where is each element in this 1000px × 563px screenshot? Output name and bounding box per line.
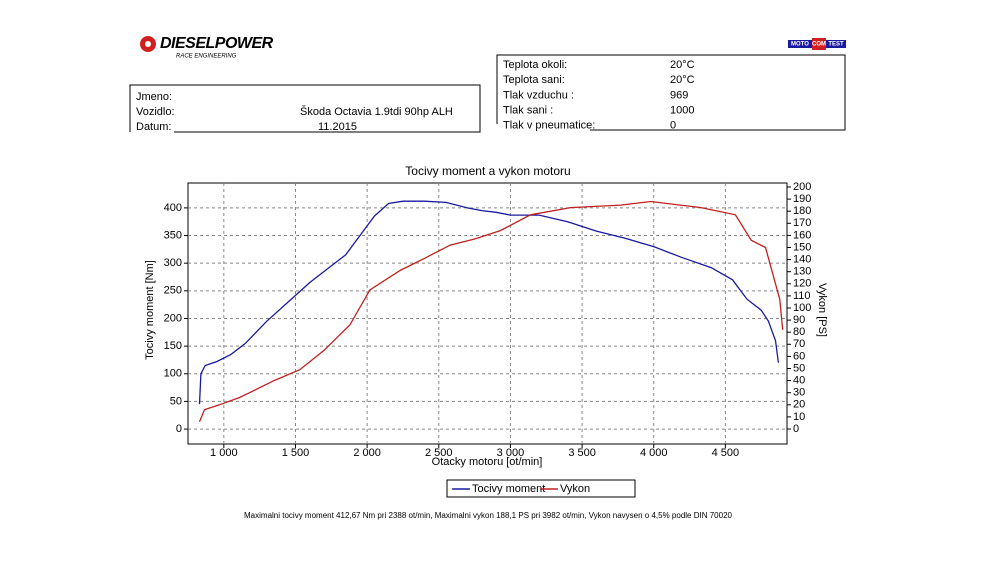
plot-area [187, 182, 788, 445]
y2-tick-label: 150 [793, 241, 811, 253]
field-value: 969 [670, 89, 688, 101]
legend-label: Vykon [560, 483, 590, 495]
y-tick-label: 0 [176, 423, 182, 435]
y2-tick-label: 20 [793, 399, 805, 411]
y-axis-label: Tocivy moment [Nm] [144, 260, 156, 360]
y2-tick-label: 200 [793, 181, 811, 193]
y2-tick-label: 30 [793, 387, 805, 399]
x-axis-label: Otacky motoru [ot/min] [432, 456, 543, 468]
badge-text: COM [812, 42, 826, 48]
badge: MOTO COM TEST [788, 38, 846, 50]
logo-icon-center [145, 41, 151, 47]
field-label: Tlak sani : [503, 105, 553, 117]
badge-part [826, 40, 846, 48]
y2-tick-label: 90 [793, 314, 805, 326]
field-value: 11.2015 [318, 121, 357, 133]
field-label: Teplota sani: [503, 74, 565, 86]
field-label: Tlak vzduchu : [503, 89, 574, 101]
x-tick-label: 1 500 [282, 447, 310, 459]
x-tick-label: 4 500 [712, 447, 740, 459]
y2-tick-label: 60 [793, 350, 805, 362]
y-tick-label: 200 [164, 312, 182, 324]
field-label: Jmeno: [136, 91, 172, 103]
y2-tick-label: 40 [793, 375, 805, 387]
logo-text: DIESELPOWER [160, 35, 274, 52]
y2-tick-label: 50 [793, 362, 805, 374]
y-tick-label: 150 [164, 340, 182, 352]
field-value: 20°C [670, 74, 695, 86]
y2-tick-label: 80 [793, 326, 805, 338]
field-label: Teplota okoli: [503, 59, 567, 71]
y-tick-label: 250 [164, 285, 182, 297]
y2-tick-label: 190 [793, 193, 811, 205]
y2-tick-label: 130 [793, 266, 811, 278]
x-tick-label: 1 000 [210, 447, 238, 459]
legend-label: Tocivy moment [472, 483, 545, 495]
field-label: Vozidlo: [136, 106, 175, 118]
chart-title: Tocivy moment a vykon motoru [405, 164, 570, 178]
conditions-box [496, 54, 846, 131]
field-value: 20°C [670, 59, 695, 71]
series-line [198, 200, 784, 422]
y2-tick-label: 140 [793, 254, 811, 266]
field-value: 1000 [670, 105, 694, 117]
footnote: Maximalni tocivy moment 412,67 Nm pri 23… [244, 511, 732, 520]
x-tick-label: 3 500 [568, 447, 596, 459]
y-tick-label: 350 [164, 229, 182, 241]
y2-tick-label: 110 [793, 290, 811, 302]
logo: DIESELPOWER RACE ENGINEERING [140, 35, 274, 60]
vehicle-box [129, 84, 481, 133]
x-tick-label: 4 000 [640, 447, 668, 459]
y2-tick-label: 180 [793, 205, 811, 217]
y-tick-label: 400 [164, 202, 182, 214]
x-tick-label: 2 000 [353, 447, 381, 459]
y2-axis-label: Vykon [PS] [816, 283, 828, 337]
y2-tick-label: 160 [793, 229, 811, 241]
y2-tick-label: 10 [793, 411, 805, 423]
field-label: Tlak v pneumatice: [503, 120, 595, 132]
y2-tick-label: 120 [793, 278, 811, 290]
x-tick-label: 3 000 [497, 447, 525, 459]
y-tick-label: 50 [170, 395, 182, 407]
y2-tick-label: 100 [793, 302, 811, 314]
badge-part [812, 38, 826, 50]
badge-text: MOTO [791, 42, 809, 48]
field-value: 0 [670, 120, 676, 132]
badge-text: TEST [828, 42, 844, 48]
field-label: Datum: [136, 121, 171, 133]
field-value: Škoda Octavia 1.9tdi 90hp ALH [300, 105, 453, 118]
y2-tick-label: 70 [793, 338, 805, 350]
y-tick-label: 300 [164, 257, 182, 269]
y2-tick-label: 170 [793, 217, 811, 229]
series-line [198, 200, 780, 405]
badge-part [788, 40, 812, 48]
y-tick-label: 100 [164, 368, 182, 380]
y2-tick-label: 0 [793, 423, 799, 435]
logo-subtitle: RACE ENGINEERING [176, 54, 237, 60]
x-tick-label: 2 500 [425, 447, 453, 459]
